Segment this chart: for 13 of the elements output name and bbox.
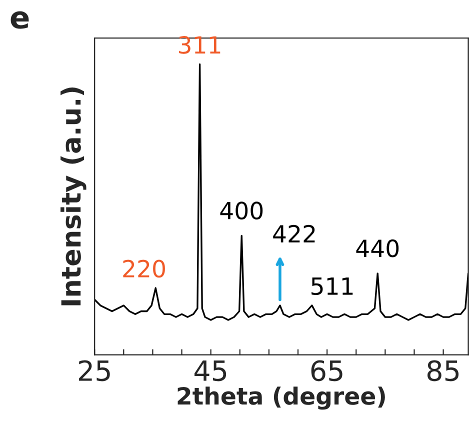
annotation: 400: [220, 202, 263, 220]
y-axis-title: Intensity (a.u.): [60, 88, 86, 306]
annotation: 220: [123, 260, 165, 278]
x-axis-title: 2theta (degree): [178, 386, 385, 410]
annotation: 422: [273, 224, 315, 242]
chart-title: e: [10, 11, 29, 29]
x-tick-label: 25: [78, 360, 110, 382]
x-tick-label: 65: [311, 360, 342, 382]
x-tick-label: 45: [194, 360, 226, 382]
annotation: 511: [312, 278, 353, 296]
annotation: 311: [179, 36, 220, 54]
annotation: 440: [356, 239, 399, 258]
x-tick-label: 85: [427, 360, 459, 382]
